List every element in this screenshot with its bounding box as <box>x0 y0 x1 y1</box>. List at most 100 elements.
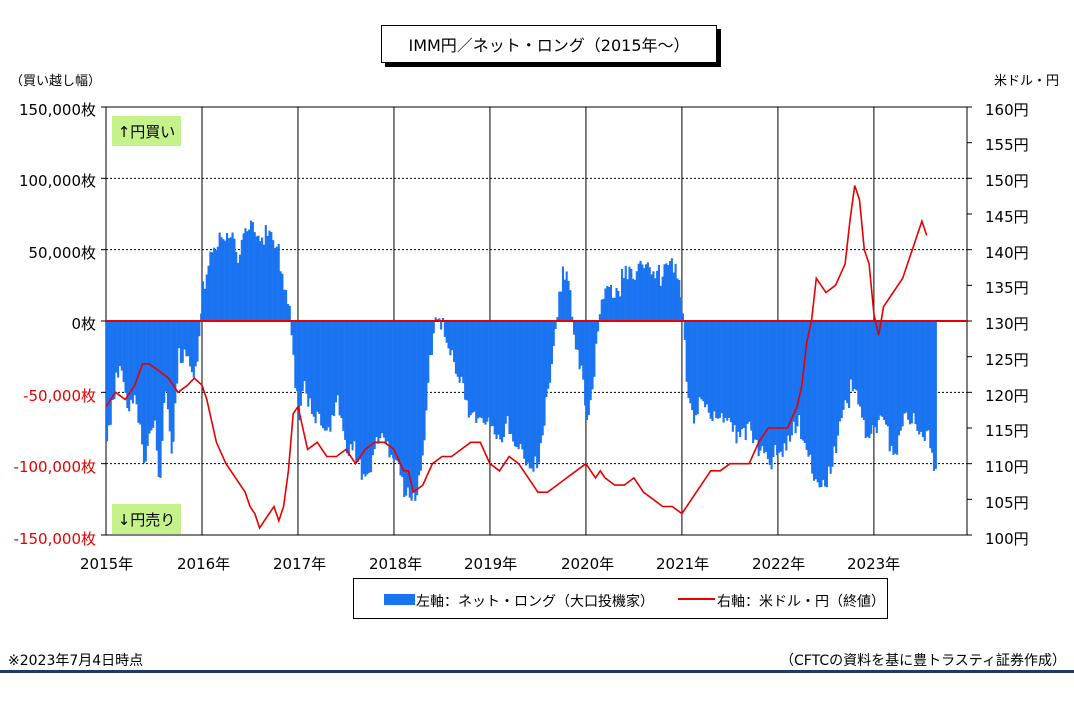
net-long-bar <box>222 239 225 321</box>
net-long-bar <box>685 321 688 382</box>
net-long-bar <box>421 321 424 456</box>
net-long-bar <box>595 321 598 344</box>
net-long-bar <box>860 321 864 418</box>
left-tick-label: -100,000枚 <box>13 458 96 476</box>
net-long-bar <box>181 321 184 363</box>
net-long-bar <box>355 321 358 462</box>
net-long-bar <box>709 321 712 419</box>
net-long-bar <box>393 321 397 460</box>
net-long-bar <box>931 321 934 453</box>
net-long-bar <box>229 237 232 321</box>
net-long-bar <box>375 321 378 438</box>
net-long-bar <box>585 321 589 421</box>
usdjpy-line <box>105 185 928 530</box>
net-long-bar <box>661 276 664 321</box>
net-long-bar <box>109 321 112 425</box>
net-long-bar <box>713 321 716 412</box>
net-long-bar <box>573 321 576 335</box>
net-long-bar <box>133 321 136 396</box>
net-long-bar <box>593 321 596 377</box>
net-long-bar <box>792 321 795 422</box>
net-long-bar <box>728 321 731 418</box>
net-long-bar <box>774 321 777 446</box>
net-long-bar <box>224 240 227 321</box>
net-long-bar <box>257 235 260 321</box>
net-long-bar <box>567 280 570 321</box>
net-long-bar <box>829 321 832 474</box>
net-long-bar <box>668 260 672 321</box>
net-long-bar <box>272 240 275 321</box>
net-long-bar <box>846 321 849 404</box>
source-note: （CFTCの資料を基に豊トラスティ証券作成） <box>780 653 1066 669</box>
net-long-bar <box>126 321 129 409</box>
net-long-bar <box>923 321 926 441</box>
net-long-bar <box>759 321 762 451</box>
net-long-bar <box>128 321 131 412</box>
left-tick-label: 100,000枚 <box>18 172 96 190</box>
net-long-bar <box>611 297 614 321</box>
net-long-bar <box>144 321 147 462</box>
net-long-bar <box>290 321 293 336</box>
net-long-bar <box>870 321 873 434</box>
net-long-bar <box>406 321 409 488</box>
net-long-bar <box>296 321 299 392</box>
net-long-bar <box>187 321 190 357</box>
net-long-bar <box>849 321 852 380</box>
net-long-bar <box>318 321 321 414</box>
net-long-bar <box>530 321 533 469</box>
net-long-bar <box>892 321 895 455</box>
net-long-bar <box>357 321 360 462</box>
net-long-bar <box>347 321 350 457</box>
net-long-bar <box>672 272 675 321</box>
net-long-bar <box>925 321 928 432</box>
x-tick-label: 2021年 <box>656 555 710 573</box>
net-long-bar <box>785 321 788 451</box>
net-long-bar <box>757 321 760 457</box>
net-long-bar <box>927 321 930 431</box>
net-long-bar <box>646 262 649 321</box>
net-long-bar <box>587 321 590 415</box>
net-long-bar <box>373 321 376 450</box>
net-long-bar <box>174 321 177 404</box>
x-tick-label: 2015年 <box>80 555 134 573</box>
net-long-bar <box>825 321 828 488</box>
net-long-bar <box>501 321 504 443</box>
net-long-bar <box>465 321 469 401</box>
net-long-bar <box>176 321 179 384</box>
net-long-bar <box>704 321 707 408</box>
net-long-bar <box>462 321 465 384</box>
net-long-bar <box>696 321 699 415</box>
net-long-bar <box>844 321 847 401</box>
net-long-bar <box>301 321 304 391</box>
net-long-bar <box>454 321 457 374</box>
net-long-bar <box>478 321 481 418</box>
net-long-bar <box>161 321 164 441</box>
net-long-bar <box>851 321 854 392</box>
net-long-bar <box>338 321 341 416</box>
net-long-bar <box>883 321 886 421</box>
net-long-bar <box>515 321 518 448</box>
net-long-bar <box>868 321 871 439</box>
net-long-bar <box>480 321 483 419</box>
net-long-bar <box>440 321 443 330</box>
net-long-bar <box>720 321 723 414</box>
net-long-bar <box>739 321 742 438</box>
net-long-bar <box>148 321 151 434</box>
net-long-bar <box>748 321 751 422</box>
net-long-bar <box>857 321 860 405</box>
right-tick-label: 145円 <box>985 208 1029 226</box>
net-long-bar <box>777 321 781 453</box>
net-long-bar <box>129 321 133 400</box>
net-long-bar <box>351 321 354 451</box>
net-long-bar <box>283 289 286 321</box>
net-long-bar <box>399 321 402 476</box>
net-long-bar <box>733 321 736 426</box>
net-long-bar <box>744 321 747 440</box>
net-long-bar <box>246 231 249 321</box>
right-tick-label: 130円 <box>985 315 1029 333</box>
net-long-bar <box>344 321 347 440</box>
net-long-bar <box>772 321 775 457</box>
net-long-bar <box>580 321 583 366</box>
right-tick-label: 100円 <box>985 530 1029 548</box>
net-long-bar <box>779 321 782 452</box>
